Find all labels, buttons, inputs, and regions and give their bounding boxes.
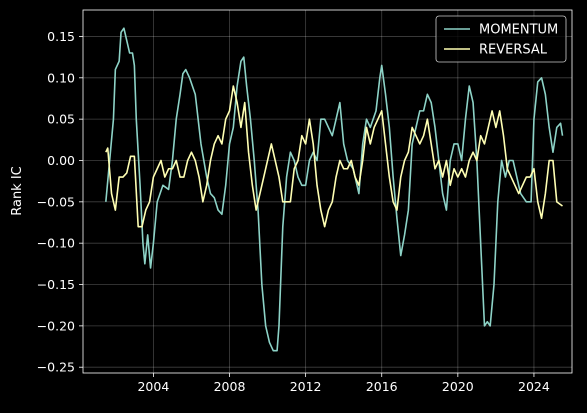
x-tick-label: 2004	[137, 379, 169, 394]
x-tick-label: 2016	[366, 379, 398, 394]
series-line-momentum	[105, 27, 564, 352]
y-tick-label: 0.00	[47, 153, 75, 168]
x-tick-label: 2020	[442, 379, 474, 394]
y-tick-label: −0.20	[37, 318, 75, 333]
legend-label-momentum: MOMENTUM	[479, 23, 558, 38]
plot-frame	[82, 9, 573, 374]
grid	[83, 10, 572, 373]
y-tick-label: 0.15	[47, 29, 75, 44]
y-tick-label: −0.05	[37, 194, 75, 209]
y-tick-label: 0.05	[47, 112, 75, 127]
x-tick-label: 2008	[214, 379, 246, 394]
x-tick-label: 2012	[290, 379, 322, 394]
y-tick-label: −0.10	[37, 236, 75, 251]
legend: MOMENTUM REVERSAL	[435, 15, 567, 63]
y-tick-label: −0.15	[37, 277, 75, 292]
ticks: 2004 2008 2012 2016 2020 2024 −0.25 −0.20 −0.15 −…	[37, 29, 550, 394]
y-tick-label: −0.25	[37, 360, 75, 375]
legend-box	[435, 15, 567, 63]
series-layer	[105, 27, 564, 352]
y-tick-label: 0.10	[47, 70, 75, 85]
axes	[82, 9, 573, 374]
legend-label-reversal: REVERSAL	[479, 43, 548, 58]
x-tick-label: 2024	[518, 379, 550, 394]
series-line-reversal	[105, 85, 563, 228]
y-axis-label: Rank IC	[10, 166, 25, 216]
